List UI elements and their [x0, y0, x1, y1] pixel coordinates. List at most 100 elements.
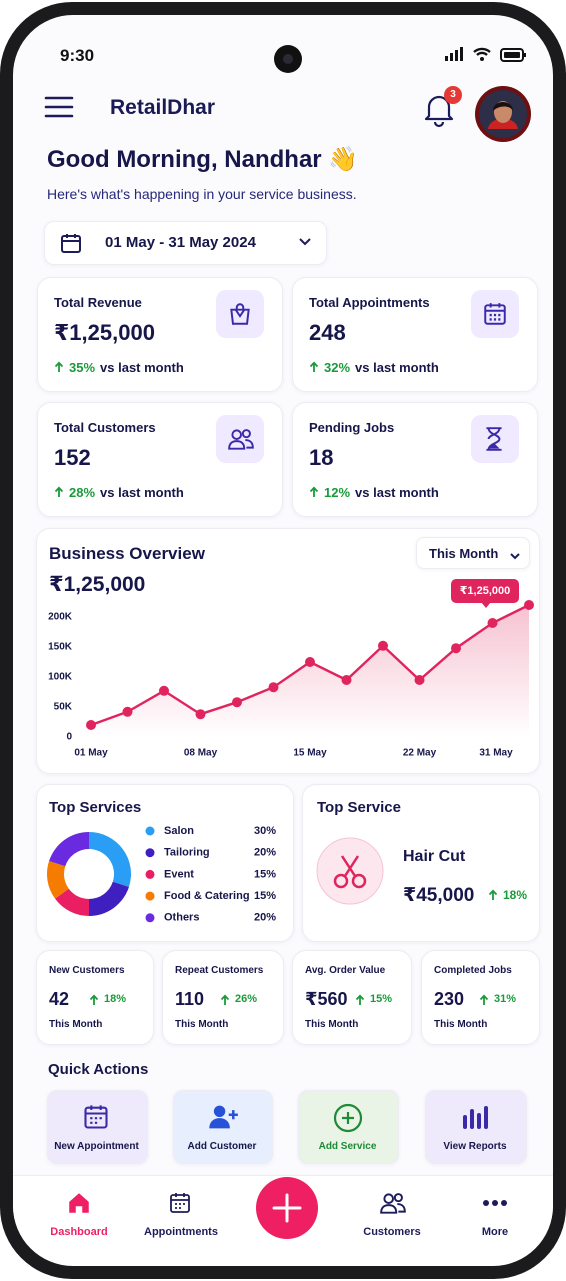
icon-part	[383, 1193, 394, 1204]
change-value: 28%	[69, 484, 96, 500]
icon-part	[484, 303, 506, 325]
icon-part	[283, 54, 293, 64]
point	[451, 643, 461, 654]
period-dropdown[interactable]	[416, 537, 530, 569]
icon-part	[397, 1203, 406, 1213]
stat-value: 248	[309, 320, 346, 345]
annotation: ₹1,25,000	[460, 585, 510, 597]
icon-part	[488, 889, 498, 900]
icon-part	[89, 993, 99, 1005]
quick-action-label: View Reports	[443, 1141, 507, 1152]
status-icons	[445, 47, 526, 62]
top-service-icon	[316, 837, 384, 910]
change: 35% vs last month	[54, 361, 184, 374]
icon-part	[299, 238, 311, 246]
icon-part	[231, 429, 242, 440]
change-value: 12%	[324, 484, 351, 500]
icon-part	[256, 1177, 318, 1239]
icon-part	[501, 1200, 507, 1206]
legend-dot	[145, 826, 155, 836]
stat-label: Total Revenue	[54, 294, 142, 310]
icon-part	[333, 873, 349, 889]
nav-icon[interactable]	[482, 1190, 508, 1221]
icon-part	[171, 1193, 189, 1209]
metric-note: This Month	[49, 1019, 103, 1030]
x-tick-label: 15 May	[293, 748, 327, 759]
avatar[interactable]	[474, 85, 532, 143]
stat-label: Pending Jobs	[309, 419, 395, 435]
nav-icon[interactable]	[379, 1190, 407, 1221]
icon-part	[480, 57, 484, 61]
quick-action-icon	[82, 1103, 110, 1136]
icon-part	[486, 427, 502, 451]
metric-note: This Month	[175, 1019, 229, 1030]
icon-part	[340, 855, 360, 877]
icon-part	[241, 429, 251, 439]
chart-title: Business Overview	[49, 543, 205, 563]
x-tick-label: 01 May	[74, 748, 108, 759]
y-tick-label: 0	[66, 732, 72, 743]
icon-part	[455, 50, 458, 61]
x-tick-label: 31 May	[479, 748, 513, 759]
change: 31%	[479, 994, 516, 1006]
icon-part	[500, 48, 524, 62]
stat-label: Total Customers	[54, 419, 156, 435]
icon-part	[228, 429, 254, 450]
icon-part	[477, 1113, 481, 1129]
date-picker[interactable]	[44, 221, 327, 265]
nav-icon[interactable]	[66, 1190, 92, 1221]
point	[305, 657, 315, 667]
icon-part	[309, 361, 319, 372]
pie-segment	[89, 832, 131, 887]
annotation-bubble	[451, 579, 519, 603]
icon-part	[62, 234, 80, 242]
add-button[interactable]	[256, 1177, 318, 1244]
icon-part	[355, 993, 365, 1005]
notification-bell[interactable]	[422, 92, 456, 128]
badge-count: 3	[450, 89, 456, 100]
quick-action-icon	[333, 1103, 363, 1138]
quick-action[interactable]	[298, 1090, 399, 1164]
legend-value: 20%	[254, 847, 276, 859]
legend-value: 20%	[254, 912, 276, 924]
icon-part	[272, 1193, 302, 1223]
icon-part	[213, 1105, 226, 1117]
icon-part	[433, 121, 445, 128]
quick-action-label: Add Service	[318, 1141, 377, 1152]
point	[487, 618, 498, 628]
x-tick-label: 22 May	[403, 748, 437, 759]
chevron	[299, 238, 311, 246]
legend-value: 30%	[254, 825, 276, 837]
metric-label: Repeat Customers	[175, 965, 264, 976]
icon-part	[380, 1193, 406, 1214]
change-value: 18%	[104, 993, 127, 1005]
nav-icon[interactable]	[168, 1190, 192, 1221]
metric-label: Avg. Order Value	[305, 965, 386, 976]
icon-part	[510, 553, 520, 560]
quick-action-icon	[460, 1103, 488, 1136]
icon-part	[484, 304, 506, 325]
camera	[274, 45, 302, 73]
icon-part	[209, 1105, 238, 1129]
pie-segment	[47, 861, 69, 899]
stat-value: 152	[54, 445, 91, 470]
change: 18%	[89, 994, 126, 1006]
change-note: vs last month	[355, 359, 439, 375]
x-tick-label: 08 May	[184, 748, 218, 759]
point	[341, 675, 352, 685]
quick-action[interactable]	[425, 1090, 527, 1164]
top-service-title: Top Service	[317, 798, 401, 816]
legend-label: Food & Catering	[164, 890, 250, 902]
legend-dot	[145, 848, 155, 858]
menu-button[interactable]	[44, 94, 76, 120]
icon-part	[69, 1193, 89, 1213]
quick-action-icon	[207, 1103, 239, 1136]
icon-part	[524, 53, 526, 57]
quick-action-label: Add Customer	[187, 1141, 257, 1152]
metric-label: New Customers	[49, 965, 125, 976]
stat-value: 18	[309, 445, 334, 470]
stat-value: ₹1,25,000	[54, 320, 155, 345]
icon-part	[89, 993, 99, 1005]
greeting-subtitle: Here's what's happening in your service …	[47, 186, 357, 202]
icon-part	[333, 1103, 362, 1133]
